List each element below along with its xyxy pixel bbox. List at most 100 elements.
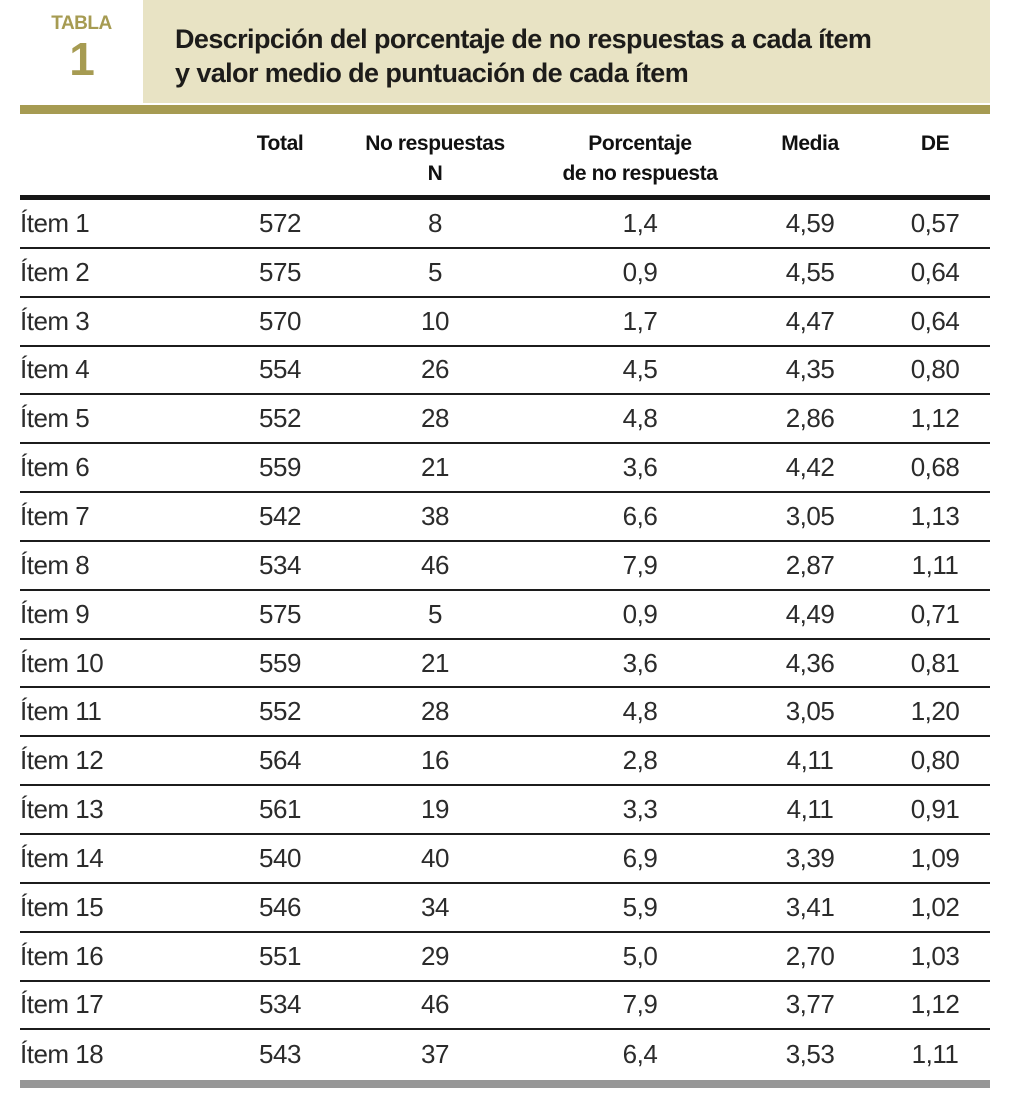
no-respuestas-value: 29 [421,940,449,971]
total-value: 552 [259,696,301,727]
no-respuestas-value: 19 [421,794,449,825]
media-value: 4,36 [785,647,835,678]
porcentaje-value: 4,5 [622,354,658,385]
de-value: 1,11 [911,549,959,580]
no-respuestas-value: 21 [421,647,449,678]
item-label: Ítem 12 [20,745,104,776]
de-value: 1,11 [911,1039,959,1070]
no-respuestas-value: 5 [428,598,442,629]
col-header-porcentaje: Porcentaje de no respuesta [540,129,740,195]
item-label: Ítem 1 [20,207,90,238]
total-value: 570 [259,305,301,336]
col-header-porcentaje-line2: de no respuesta [562,162,718,185]
col-header-media: Media [740,129,880,195]
col-header-no-respuestas: No respuestas N [330,129,540,195]
porcentaje-value: 4,8 [622,696,658,727]
no-respuestas-value: 28 [421,403,449,434]
media-value: 4,47 [785,305,835,336]
porcentaje-value: 3,3 [622,794,658,825]
media-value: 4,35 [785,354,835,385]
porcentaje-value: 7,9 [622,989,658,1020]
item-label: Ítem 13 [20,794,104,825]
table-row: Ítem 7 542 38 6,6 3,05 1,13 [20,493,990,542]
item-label: Ítem 10 [20,647,104,678]
table-row: Ítem 16 551 29 5,0 2,70 1,03 [20,933,990,982]
table-row: Ítem 18 543 37 6,4 3,53 1,11 [20,1030,990,1079]
item-label: Ítem 3 [20,305,90,336]
porcentaje-value: 1,7 [622,305,658,336]
item-label: Ítem 7 [20,500,90,531]
de-value: 1,12 [910,403,960,434]
table-row: Ítem 10 559 21 3,6 4,36 0,81 [20,640,990,689]
no-respuestas-value: 16 [421,745,449,776]
porcentaje-value: 1,4 [622,207,658,238]
media-value: 3,39 [785,842,835,873]
total-value: 561 [259,794,301,825]
no-respuestas-value: 26 [421,354,449,385]
media-value: 4,59 [785,207,835,238]
col-header-item [20,129,230,195]
table-row: Ítem 6 559 21 3,6 4,42 0,68 [20,444,990,494]
no-respuestas-value: 21 [421,452,449,483]
total-value: 564 [259,745,301,776]
item-label: Ítem 17 [20,989,104,1020]
de-value: 0,64 [910,305,960,336]
table-row: Ítem 1 572 8 1,4 4,59 0,57 [20,200,990,249]
item-label: Ítem 6 [20,452,90,483]
item-label: Ítem 2 [20,256,90,287]
porcentaje-value: 0,9 [622,256,658,287]
no-respuestas-value: 46 [421,989,449,1020]
no-respuestas-value: 38 [421,500,449,531]
de-value: 0,91 [910,794,960,825]
table-row: Ítem 5 552 28 4,8 2,86 1,12 [20,395,990,445]
no-respuestas-value: 37 [421,1039,449,1070]
de-value: 1,12 [910,989,960,1020]
media-value: 4,11 [786,794,834,825]
bottom-rule [20,1080,990,1089]
no-respuestas-value: 10 [421,305,449,336]
table-body: Ítem 1 572 8 1,4 4,59 0,57 Ítem 2 575 5 0,9 4,55 0… [20,200,990,1079]
total-value: 543 [259,1039,301,1070]
de-value: 0,68 [910,452,960,483]
figure-header: TABLA 1 Descripción del porcentaje de no… [20,0,990,103]
accent-bar [20,105,990,114]
col-header-total: Total [230,129,330,195]
table-title-line1: Descripción del porcentaje de no respues… [175,24,872,54]
porcentaje-value: 6,4 [622,1039,658,1070]
media-value: 2,87 [785,549,835,580]
table-row: Ítem 13 561 19 3,3 4,11 0,91 [20,786,990,835]
item-label: Ítem 4 [20,354,90,385]
total-value: 575 [259,598,301,629]
item-label: Ítem 16 [20,940,104,971]
total-value: 559 [259,647,301,678]
porcentaje-value: 5,0 [622,940,658,971]
col-header-de-line1: DE [920,132,950,155]
table-row: Ítem 14 540 40 6,9 3,39 1,09 [20,835,990,884]
de-value: 0,80 [910,745,960,776]
total-value: 534 [259,549,301,580]
media-value: 3,05 [785,500,835,531]
col-header-media-line1: Media [781,132,839,155]
media-value: 4,42 [785,452,835,483]
item-label: Ítem 11 [20,696,102,727]
table-kicker-word: TABLA [51,13,112,34]
item-label: Ítem 8 [20,549,90,580]
porcentaje-value: 4,8 [622,403,658,434]
media-value: 3,41 [785,891,835,922]
table-title-line2: y valor medio de puntuación de cada ítem [175,58,689,88]
total-value: 534 [259,989,301,1020]
media-value: 2,70 [785,940,835,971]
total-value: 575 [259,256,301,287]
de-value: 1,02 [910,891,960,922]
media-value: 4,11 [786,745,834,776]
media-value: 3,77 [785,989,835,1020]
item-label: Ítem 9 [20,598,90,629]
total-value: 551 [259,940,301,971]
total-value: 572 [259,207,301,238]
no-respuestas-value: 28 [421,696,449,727]
table-row: Ítem 17 534 46 7,9 3,77 1,12 [20,982,990,1031]
table-row: Ítem 3 570 10 1,7 4,47 0,64 [20,298,990,347]
table-row: Ítem 2 575 5 0,9 4,55 0,64 [20,249,990,298]
no-respuestas-value: 8 [428,207,442,238]
porcentaje-value: 6,9 [622,842,658,873]
